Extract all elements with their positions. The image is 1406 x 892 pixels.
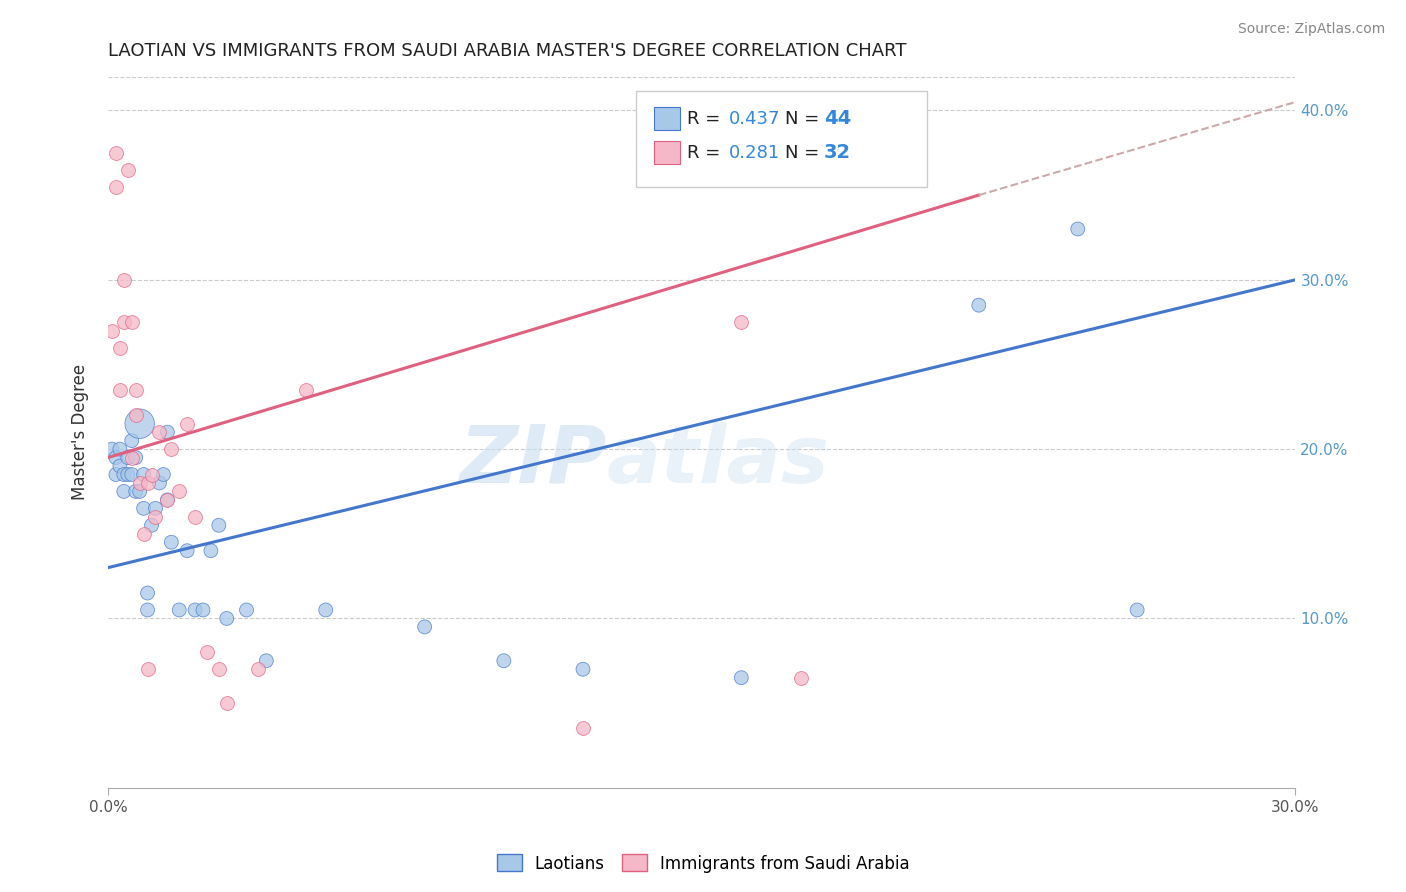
Point: [492, 654, 515, 668]
Point: [295, 383, 318, 397]
Point: [156, 425, 179, 439]
Point: [152, 467, 174, 482]
Text: 0.437: 0.437: [730, 110, 780, 128]
Point: [117, 450, 139, 465]
Point: [112, 467, 135, 482]
Point: [121, 434, 143, 448]
Point: [413, 620, 436, 634]
Point: [208, 662, 231, 676]
Point: [145, 509, 167, 524]
Point: [167, 484, 190, 499]
Point: [121, 450, 143, 465]
Point: [184, 509, 207, 524]
Point: [235, 603, 257, 617]
Point: [136, 586, 159, 600]
Text: N =: N =: [785, 110, 820, 128]
Text: ZIP: ZIP: [460, 422, 607, 500]
Text: R =: R =: [688, 144, 721, 161]
Point: [730, 671, 752, 685]
Point: [112, 273, 135, 287]
Point: [104, 179, 127, 194]
Point: [176, 543, 198, 558]
Point: [730, 315, 752, 329]
Point: [167, 603, 190, 617]
Point: [108, 341, 131, 355]
Point: [128, 417, 150, 431]
Point: [141, 518, 163, 533]
Point: [108, 442, 131, 456]
Point: [132, 467, 155, 482]
Point: [117, 162, 139, 177]
Point: [121, 315, 143, 329]
Point: [117, 467, 139, 482]
Point: [191, 603, 214, 617]
Point: [108, 383, 131, 397]
Point: [136, 475, 159, 490]
Point: [112, 315, 135, 329]
Point: [1067, 222, 1090, 236]
Text: Source: ZipAtlas.com: Source: ZipAtlas.com: [1237, 22, 1385, 37]
Point: [141, 467, 163, 482]
Point: [254, 654, 277, 668]
Point: [121, 467, 143, 482]
Point: [125, 409, 148, 423]
Point: [136, 662, 159, 676]
Point: [101, 442, 124, 456]
Point: [967, 298, 990, 312]
Point: [572, 662, 595, 676]
Point: [128, 475, 150, 490]
Point: [156, 492, 179, 507]
Legend: Laotians, Immigrants from Saudi Arabia: Laotians, Immigrants from Saudi Arabia: [489, 847, 917, 880]
Text: 0.281: 0.281: [730, 144, 780, 161]
Point: [132, 501, 155, 516]
Point: [125, 484, 148, 499]
Point: [101, 324, 124, 338]
Point: [136, 603, 159, 617]
Point: [572, 722, 595, 736]
Bar: [654, 107, 681, 130]
Point: [160, 442, 183, 456]
Bar: [654, 141, 681, 164]
Text: atlas: atlas: [607, 422, 830, 500]
FancyBboxPatch shape: [637, 91, 928, 186]
Point: [128, 484, 150, 499]
Y-axis label: Master's Degree: Master's Degree: [72, 364, 89, 500]
Point: [148, 475, 170, 490]
Point: [108, 458, 131, 473]
Point: [195, 645, 218, 659]
Point: [104, 450, 127, 465]
Point: [112, 484, 135, 499]
Point: [145, 501, 167, 516]
Point: [125, 383, 148, 397]
Point: [132, 526, 155, 541]
Point: [104, 145, 127, 160]
Text: 44: 44: [824, 109, 851, 128]
Point: [789, 671, 811, 685]
Point: [830, 154, 852, 169]
Point: [208, 518, 231, 533]
Text: R =: R =: [688, 110, 721, 128]
Point: [315, 603, 337, 617]
Point: [104, 467, 127, 482]
Point: [215, 696, 238, 710]
Text: 32: 32: [824, 144, 851, 162]
Point: [200, 543, 222, 558]
Point: [176, 417, 198, 431]
Point: [184, 603, 207, 617]
Point: [156, 492, 179, 507]
Point: [215, 611, 238, 625]
Text: N =: N =: [785, 144, 820, 161]
Text: LAOTIAN VS IMMIGRANTS FROM SAUDI ARABIA MASTER'S DEGREE CORRELATION CHART: LAOTIAN VS IMMIGRANTS FROM SAUDI ARABIA …: [108, 42, 907, 60]
Point: [1126, 603, 1149, 617]
Point: [148, 425, 170, 439]
Point: [247, 662, 270, 676]
Point: [125, 450, 148, 465]
Point: [160, 535, 183, 549]
